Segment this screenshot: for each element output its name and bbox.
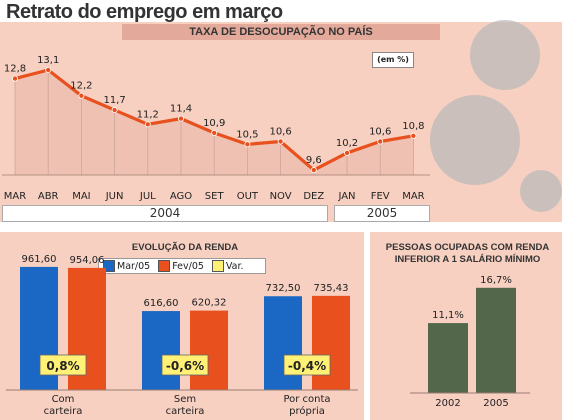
x-tick-label: AGO <box>170 191 192 202</box>
data-point <box>410 132 417 139</box>
income-chart-title: EVOLUÇÃO DA RENDA <box>131 242 239 253</box>
x-tick-label: OUT <box>237 191 259 202</box>
category-label: 2005 <box>483 398 508 409</box>
legend-label-fev05: Fev/05 <box>172 260 204 272</box>
gear-icon <box>470 20 540 90</box>
year-label-2004: 2004 <box>2 205 328 222</box>
data-point <box>277 138 284 145</box>
data-label: 12,8 <box>4 64 26 75</box>
legend-swatch-fev05 <box>158 260 171 272</box>
data-label: 13,1 <box>37 55 59 66</box>
variation-box <box>161 354 209 376</box>
category-label: própria <box>289 405 325 417</box>
data-label: 11,4 <box>170 104 192 115</box>
bar-value-label: 16,7% <box>480 275 512 286</box>
data-point <box>45 67 52 74</box>
legend-label-var: Var. <box>225 260 244 272</box>
low-income-title-line-2: INFERIOR A 1 SALÁRIO MÍNIMO <box>394 254 541 265</box>
data-point <box>111 107 118 114</box>
x-tick-label: SET <box>205 191 225 202</box>
data-point <box>11 75 18 82</box>
bar-value-label: 620,32 <box>192 298 227 309</box>
low-income-bar <box>476 287 516 393</box>
income-legend: Mar/05 Fev/05 Var. <box>98 258 266 274</box>
legend-label-mar05: Mar/05 <box>117 260 151 272</box>
data-label: 10,8 <box>402 121 424 132</box>
bar-fev05 <box>190 310 228 390</box>
bar-value-label: 735,43 <box>314 283 349 294</box>
x-tick-label: DEZ <box>303 191 324 202</box>
x-tick-label: MAI <box>72 191 90 202</box>
year-label-2005: 2005 <box>334 205 430 222</box>
data-label: 10,6 <box>369 127 391 138</box>
legend-item-fev05: Fev/05 <box>158 260 204 272</box>
data-label: 10,5 <box>236 129 258 140</box>
page-title: Retrato do emprego em março <box>6 1 283 23</box>
low-income-bar <box>428 323 468 393</box>
data-label: 10,2 <box>336 138 358 149</box>
data-point <box>177 115 184 122</box>
category-label: carteira <box>166 406 205 417</box>
unit-label: (em %) <box>372 52 414 68</box>
variation-label: -0,4% <box>288 359 326 373</box>
data-label: 12,2 <box>70 81 92 92</box>
category-label: Sem <box>174 394 196 405</box>
data-label: 11,7 <box>103 95 125 106</box>
bar-value-label: 11,1% <box>432 310 464 321</box>
x-tick-label: MAR <box>402 191 424 202</box>
x-tick-label: JAN <box>337 191 355 202</box>
x-tick-label: JUL <box>139 191 156 202</box>
line-chart-title: TAXA DE DESOCUPAÇÃO NO PAÍS <box>122 24 440 40</box>
data-point <box>310 167 317 174</box>
bar-mar05 <box>142 311 180 390</box>
data-point <box>144 121 151 128</box>
data-point <box>377 138 384 145</box>
x-tick-label: FEV <box>371 191 390 202</box>
bar-value-label: 954,06 <box>70 255 105 266</box>
data-label: 11,2 <box>137 109 159 120</box>
data-point <box>343 149 350 156</box>
gear-icon <box>520 170 562 212</box>
x-tick-label: JUN <box>105 191 124 202</box>
variation-box <box>283 354 331 376</box>
bar-fev05 <box>312 295 350 390</box>
x-tick-label: MAR <box>4 191 26 202</box>
data-point <box>211 129 218 136</box>
legend-swatch-var <box>211 260 224 272</box>
category-label: Por conta <box>283 394 330 405</box>
bar-value-label: 961,60 <box>22 254 57 265</box>
category-label: Com <box>52 394 75 405</box>
data-point <box>78 92 85 99</box>
gear-icon <box>430 95 520 185</box>
variation-label: 0,8% <box>46 359 79 373</box>
legend-item-var: Var. <box>211 260 244 272</box>
x-tick-label: ABR <box>38 191 59 202</box>
bar-value-label: 732,50 <box>266 283 301 294</box>
category-label: carteira <box>44 406 83 417</box>
data-point <box>244 141 251 148</box>
category-label: 2002 <box>435 398 460 409</box>
low-income-title-line-1: PESSOAS OCUPADAS COM RENDA <box>385 242 550 253</box>
bar-mar05 <box>264 296 302 390</box>
data-label: 9,6 <box>306 155 322 166</box>
variation-label: -0,6% <box>166 359 204 373</box>
x-tick-label: NOV <box>270 191 292 202</box>
low-income-chart-title: PESSOAS OCUPADAS COM RENDA INFERIOR A 1 … <box>375 242 560 266</box>
bar-value-label: 616,60 <box>144 298 179 309</box>
variation-box <box>39 354 87 376</box>
data-label: 10,9 <box>203 118 225 129</box>
data-label: 10,6 <box>269 127 291 138</box>
